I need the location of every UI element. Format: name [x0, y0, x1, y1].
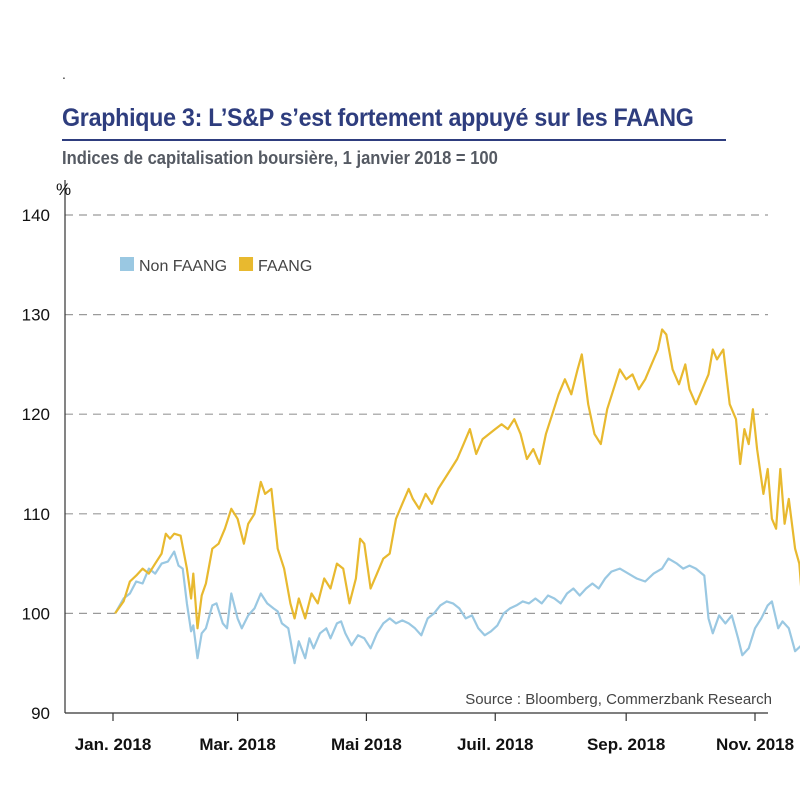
gridlines — [65, 214, 768, 615]
legend: Non FAANG FAANG — [120, 257, 312, 275]
y-tick-label: 100 — [22, 604, 50, 623]
x-tick-label: Mar. 2018 — [199, 735, 276, 754]
y-axis-unit: % — [56, 180, 71, 199]
legend-label-faang: FAANG — [258, 258, 312, 275]
series-line-faang — [114, 328, 800, 630]
legend-label-non-faang: Non FAANG — [139, 258, 227, 275]
y-tick-label: 120 — [22, 405, 50, 424]
legend-swatch-non-faang — [120, 257, 134, 271]
x-tick-labels: Jan. 2018 Mar. 2018 Mai 2018 Juil. 2018 Sep.… — [75, 735, 794, 754]
x-tick-label: Nov. 2018 — [716, 735, 794, 754]
x-tick-label: Jan. 2018 — [75, 735, 152, 754]
y-tick-labels: 90 100 110 120 130 140 — [22, 206, 50, 723]
chart-subtitle: Indices de capitalisation boursière, 1 j… — [62, 148, 498, 168]
y-tick-label: 90 — [31, 704, 50, 723]
x-tick-label: Mai 2018 — [331, 735, 402, 754]
axes — [64, 180, 768, 721]
y-tick-label: 110 — [23, 505, 50, 524]
stray-dot: . — [62, 66, 66, 82]
title-underline — [62, 139, 726, 141]
series-line-non-faang — [114, 550, 800, 665]
y-tick-label: 130 — [22, 306, 50, 325]
legend-swatch-faang — [239, 257, 254, 271]
y-tick-label: 140 — [22, 206, 50, 225]
chart-title: Graphique 3: L’S&P s’est fortement appuy… — [62, 104, 694, 132]
source-note: Source : Bloomberg, Commerzbank Research — [465, 691, 772, 708]
series-lines — [114, 328, 800, 665]
x-tick-label: Juil. 2018 — [457, 735, 534, 754]
x-tick-label: Sep. 2018 — [587, 735, 665, 754]
